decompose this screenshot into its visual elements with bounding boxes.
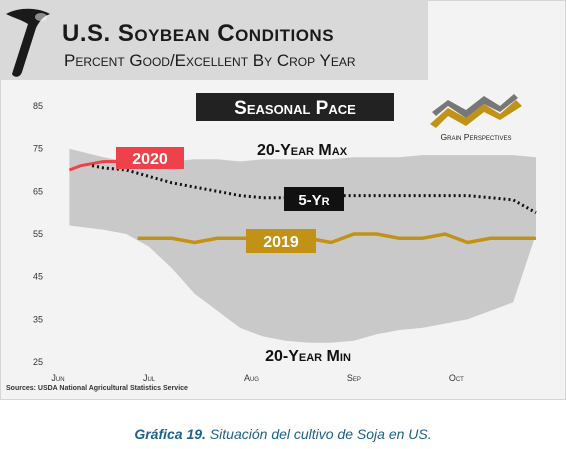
label-5yr-box <box>284 187 344 211</box>
figure-caption: Gráfica 19. Situación del cultivo de Soj… <box>0 426 566 442</box>
x-axis: Jun Jul Aug Sep Oct <box>51 373 464 383</box>
grain-perspectives-logo <box>430 94 522 128</box>
band-min-label: 20-Year Min <box>265 348 351 365</box>
brand-text: Grain Perspectives <box>441 132 512 142</box>
badge-text: Seasonal Pace <box>234 98 356 119</box>
x-tick-label: Aug <box>244 373 259 383</box>
y-tick-label: 25 <box>33 357 43 367</box>
label-5yr: 5-Yr <box>298 192 329 209</box>
series-2019-line <box>137 232 536 245</box>
series-5yr-line <box>91 164 537 215</box>
caption-text: Situación del cultivo de Soja en US. <box>205 426 432 442</box>
source-note: Sources: USDA National Agricultural Stat… <box>6 385 188 392</box>
header-bar <box>0 0 428 80</box>
label-2019: 2019 <box>263 234 299 251</box>
y-tick-label: 55 <box>33 229 43 239</box>
y-axis: 25 35 45 55 65 75 85 <box>33 101 43 367</box>
band-max-label: 20-Year Max <box>257 142 348 159</box>
caption-label: Gráfica 19. <box>134 426 206 442</box>
y-tick-label: 35 <box>33 314 43 324</box>
x-tick-label: Jul <box>143 373 156 383</box>
chart-subtitle: Percent Good/Excellent By Crop Year <box>64 51 356 70</box>
label-2019-box <box>246 229 316 253</box>
series-2020-line <box>68 160 127 172</box>
chart-title: U.S. Soybean Conditions <box>62 20 335 47</box>
y-tick-label: 85 <box>33 101 43 111</box>
y-tick-label: 65 <box>33 186 43 196</box>
x-tick-label: Sep <box>347 373 361 383</box>
y-tick-label: 75 <box>33 144 43 154</box>
y-tick-label: 45 <box>33 272 43 282</box>
seasonal-pace-badge <box>196 93 394 121</box>
soybean-pod-icon <box>6 8 50 77</box>
x-tick-label: Oct <box>449 373 464 383</box>
label-2020-box <box>116 147 184 169</box>
x-tick-label: Jun <box>51 373 64 383</box>
label-2020: 2020 <box>132 151 168 168</box>
